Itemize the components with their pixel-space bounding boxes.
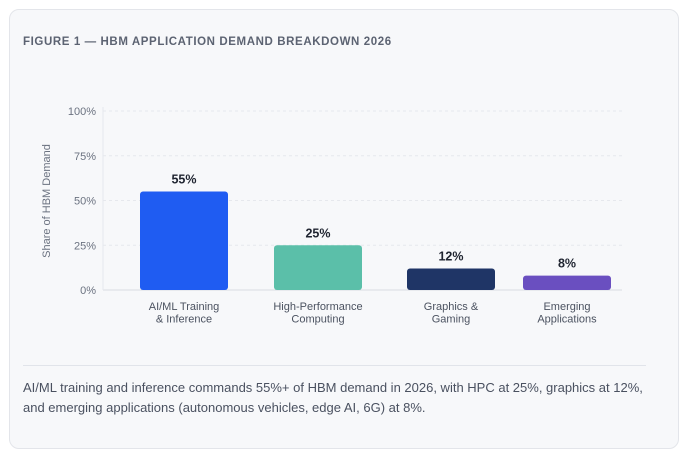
bar [140, 191, 228, 290]
x-tick-label: Gaming [432, 314, 471, 326]
figure-card [9, 9, 679, 449]
value-label: 25% [305, 226, 330, 240]
y-tick-label: 50% [74, 196, 96, 208]
y-tick-label: 25% [74, 240, 96, 252]
bar [523, 275, 611, 290]
x-tick-label: High-Performance [273, 301, 362, 313]
y-axis-ticks: 0% 25% 50% 75% 100% [68, 106, 96, 297]
caption-divider [23, 365, 646, 366]
y-tick-label: 100% [68, 106, 96, 118]
x-tick-label: AI/ML Training [149, 301, 220, 313]
value-label: 55% [171, 173, 196, 187]
value-label: 8% [558, 257, 576, 271]
y-tick-label: 0% [80, 285, 96, 297]
x-axis-ticks: AI/ML Training& Inference High-Performanc… [149, 301, 597, 326]
value-label: 12% [438, 250, 463, 264]
x-tick-label: & Inference [156, 314, 212, 326]
figure-caption: AI/ML training and inference commands 55… [23, 380, 643, 415]
y-tick-label: 75% [74, 151, 96, 163]
bar [274, 245, 362, 290]
value-labels: 55% 25% 12% 8% [171, 173, 576, 271]
bars [140, 191, 611, 290]
bar [407, 268, 495, 290]
x-tick-label: Applications [537, 314, 597, 326]
x-tick-label: Graphics & [424, 301, 479, 313]
y-axis-label: Share of HBM Demand [41, 144, 53, 258]
figure-title: FIGURE 1 — HBM APPLICATION DEMAND BREAKD… [23, 36, 392, 48]
x-tick-label: Emerging [543, 301, 590, 313]
x-tick-label: Computing [291, 314, 344, 326]
